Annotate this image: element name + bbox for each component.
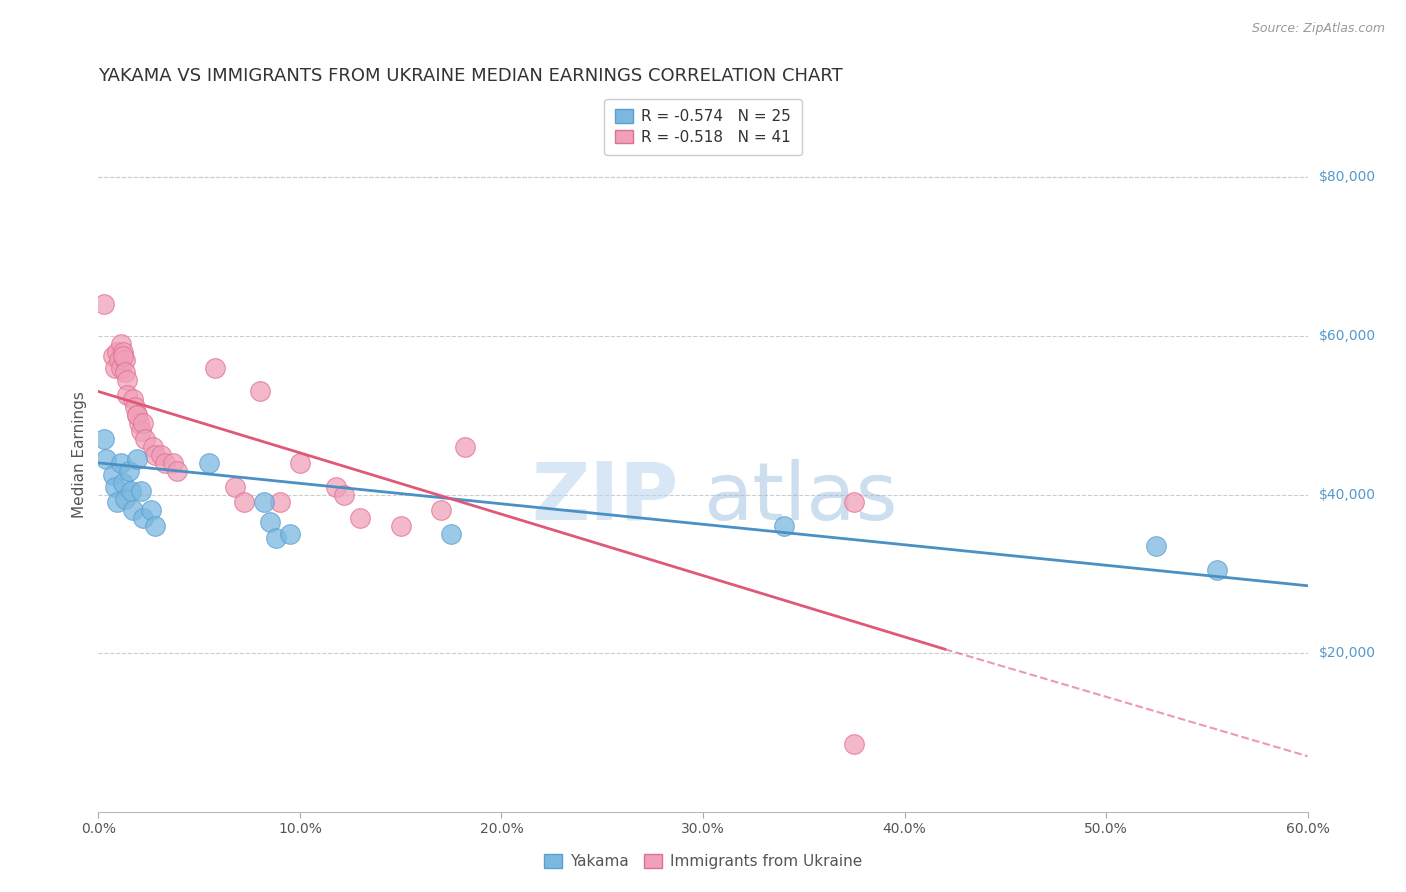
Point	[114, 365, 136, 379]
Point	[129, 424, 152, 438]
Point	[101, 467, 124, 482]
Point	[105, 344, 128, 359]
Point	[278, 527, 301, 541]
Point	[143, 448, 166, 462]
Point	[128, 416, 150, 430]
Point	[114, 352, 136, 367]
Point	[111, 475, 134, 490]
Point	[134, 432, 156, 446]
Point	[143, 519, 166, 533]
Point	[93, 297, 115, 311]
Point	[204, 360, 226, 375]
Point	[349, 511, 371, 525]
Point	[93, 432, 115, 446]
Point	[120, 483, 142, 498]
Point	[325, 480, 347, 494]
Point	[269, 495, 291, 509]
Point	[107, 352, 129, 367]
Text: $80,000: $80,000	[1319, 170, 1376, 185]
Text: Source: ZipAtlas.com: Source: ZipAtlas.com	[1251, 22, 1385, 36]
Point	[232, 495, 254, 509]
Y-axis label: Median Earnings: Median Earnings	[72, 392, 87, 518]
Point	[288, 456, 311, 470]
Point	[129, 483, 152, 498]
Point	[389, 519, 412, 533]
Point	[166, 464, 188, 478]
Point	[149, 448, 172, 462]
Point	[333, 487, 356, 501]
Point	[842, 737, 865, 751]
Point	[125, 409, 148, 423]
Point	[842, 495, 865, 509]
Point	[430, 503, 453, 517]
Point	[132, 416, 155, 430]
Text: atlas: atlas	[703, 458, 897, 537]
Point	[132, 511, 155, 525]
Point	[1144, 539, 1167, 553]
Point	[105, 495, 128, 509]
Text: ZIP: ZIP	[531, 458, 679, 537]
Point	[110, 456, 132, 470]
Point	[111, 344, 134, 359]
Text: $40,000: $40,000	[1319, 488, 1375, 501]
Point	[121, 503, 143, 517]
Point	[118, 464, 141, 478]
Point	[125, 409, 148, 423]
Point	[1205, 563, 1229, 577]
Point	[162, 456, 184, 470]
Point	[103, 480, 125, 494]
Point	[259, 516, 281, 530]
Text: YAKAMA VS IMMIGRANTS FROM UKRAINE MEDIAN EARNINGS CORRELATION CHART: YAKAMA VS IMMIGRANTS FROM UKRAINE MEDIAN…	[98, 68, 844, 86]
Legend: Yakama, Immigrants from Ukraine: Yakama, Immigrants from Ukraine	[537, 848, 869, 875]
Point	[115, 388, 138, 402]
Point	[224, 480, 246, 494]
Point	[125, 451, 148, 466]
Point	[264, 531, 287, 545]
Point	[114, 491, 136, 506]
Point	[121, 392, 143, 407]
Point	[110, 337, 132, 351]
Point	[198, 456, 221, 470]
Point	[440, 527, 463, 541]
Point	[249, 384, 271, 399]
Point	[253, 495, 276, 509]
Point	[139, 503, 162, 517]
Point	[772, 519, 794, 533]
Point	[103, 360, 125, 375]
Text: $20,000: $20,000	[1319, 646, 1375, 660]
Point	[454, 440, 477, 454]
Point	[142, 440, 165, 454]
Point	[115, 373, 138, 387]
Point	[153, 456, 176, 470]
Point	[124, 401, 146, 415]
Point	[96, 451, 118, 466]
Point	[110, 360, 132, 375]
Text: $60,000: $60,000	[1319, 329, 1376, 343]
Point	[111, 349, 134, 363]
Point	[101, 349, 124, 363]
